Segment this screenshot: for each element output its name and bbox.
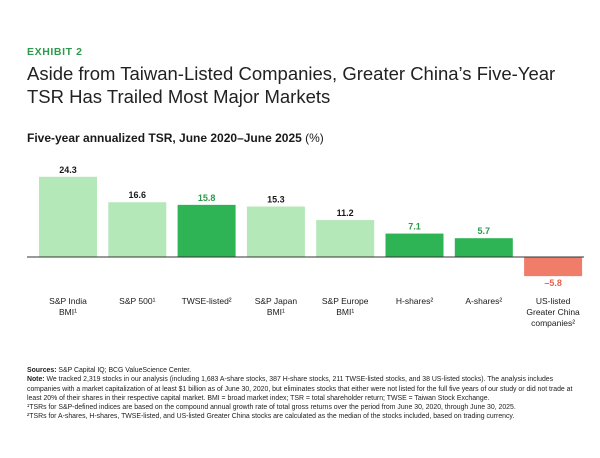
category-label: TWSE-listed² <box>182 296 232 306</box>
sources-line: Sources: S&P Capital IQ; BCG ValueScienc… <box>27 366 587 375</box>
data-label: 5.7 <box>478 226 491 236</box>
bar <box>524 257 583 277</box>
category-label-line: US-listed <box>536 296 571 306</box>
sources-text: S&P Capital IQ; BCG ValueScience Center. <box>56 367 192 374</box>
exhibit-label: EXHIBIT 2 <box>27 46 83 58</box>
category-label-line: H-shares² <box>396 296 433 306</box>
footnote-2: ²TSRs for A-shares, H-shares, TWSE-liste… <box>27 413 515 421</box>
chart-subtitle-unit: (%) <box>305 131 324 145</box>
category-label-line: S&P India <box>49 296 87 306</box>
data-label: 15.8 <box>198 193 216 203</box>
category-label: H-shares² <box>396 296 433 306</box>
bar <box>177 204 236 257</box>
category-label: S&P 500¹ <box>119 296 155 306</box>
data-label: 7.1 <box>408 222 421 232</box>
category-label-line: TWSE-listed² <box>182 296 232 306</box>
category-label-line: S&P Europe <box>322 296 369 306</box>
note-text: We tracked 2,319 stocks in our analysis … <box>27 376 573 402</box>
category-label-line: S&P 500¹ <box>119 296 155 306</box>
category-label-line: companies² <box>531 318 575 328</box>
chart-headline: Aside from Taiwan-Listed Companies, Grea… <box>27 63 556 107</box>
data-label: 15.3 <box>267 195 285 205</box>
category-label-line: BMI¹ <box>59 307 77 317</box>
category-label: A-shares² <box>465 296 502 306</box>
bar <box>108 202 167 257</box>
bar <box>316 220 375 257</box>
bar <box>454 238 513 257</box>
sources-label: Sources: <box>27 367 57 374</box>
data-label: 16.6 <box>129 190 147 200</box>
bar <box>39 176 97 257</box>
category-label: S&P India BMI¹ <box>49 296 87 317</box>
bar <box>385 233 444 257</box>
category-label-line: BMI¹ <box>336 307 354 317</box>
category-label-line: A-shares² <box>465 296 502 306</box>
category-label: S&P Europe BMI¹ <box>322 296 369 317</box>
data-label: 24.3 <box>59 165 77 175</box>
category-label-line: BMI¹ <box>267 307 285 317</box>
category-label: S&P Japan BMI¹ <box>255 296 298 317</box>
category-label-line: Greater China <box>526 307 580 317</box>
footnote-1: ¹TSRs for S&P-defined indices are based … <box>27 404 516 412</box>
note-label: Note: <box>27 376 45 384</box>
category-label-line: S&P Japan <box>255 296 298 306</box>
chart-subtitle-text: Five-year annualized TSR, June 2020–June… <box>27 131 302 145</box>
category-label: US-listed Greater China companies² <box>526 296 580 328</box>
data-label: –5.8 <box>544 278 562 288</box>
data-label: 11.2 <box>337 208 354 218</box>
bar <box>246 206 305 257</box>
chart-notes: Sources: S&P Capital IQ; BCG ValueScienc… <box>27 366 587 422</box>
note-paragraph: Note: We tracked 2,319 stocks in our ana… <box>27 375 587 403</box>
chart-subtitle: Five-year annualized TSR, June 2020–June… <box>27 131 324 145</box>
